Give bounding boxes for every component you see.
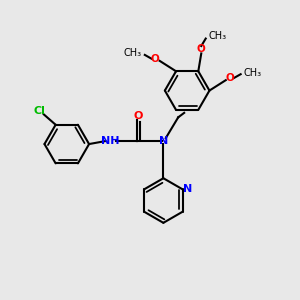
Text: O: O (197, 44, 206, 54)
Text: CH₃: CH₃ (244, 68, 262, 78)
Text: CH₃: CH₃ (209, 31, 227, 40)
Text: N: N (183, 184, 193, 194)
Text: Cl: Cl (33, 106, 45, 116)
Text: O: O (134, 111, 143, 121)
Text: CH₃: CH₃ (124, 48, 142, 59)
Text: NH: NH (100, 136, 119, 146)
Text: N: N (159, 136, 168, 146)
Text: O: O (151, 54, 160, 64)
Text: O: O (226, 73, 235, 83)
